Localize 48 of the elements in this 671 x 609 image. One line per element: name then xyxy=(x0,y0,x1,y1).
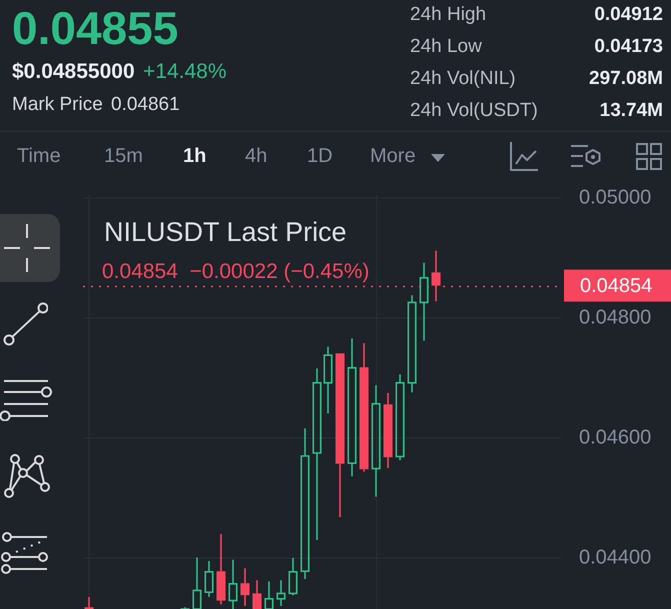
candlestick xyxy=(300,428,310,580)
text: 1h xyxy=(183,145,206,168)
text: 0.04855 xyxy=(12,2,178,55)
candlestick xyxy=(336,353,344,518)
candlestick xyxy=(288,557,298,596)
candlestick xyxy=(84,596,94,609)
candlestick xyxy=(228,559,238,609)
text: 24h Vol(NIL) xyxy=(410,68,516,90)
text: NILUSDT Last Price xyxy=(104,217,347,248)
candlestick xyxy=(312,368,322,541)
candlestick xyxy=(264,580,274,609)
text: +14.48% xyxy=(143,60,226,84)
candlestick xyxy=(348,338,356,478)
text: 0.04912 xyxy=(594,4,663,26)
candlestick xyxy=(192,556,202,609)
candlestick xyxy=(240,567,250,607)
candlestick xyxy=(408,294,416,394)
candlestick xyxy=(396,374,404,461)
text: 24h High xyxy=(410,4,486,26)
text: 1D xyxy=(307,145,333,168)
candlestick xyxy=(204,560,214,598)
text: 24h Low xyxy=(410,36,482,58)
candlestick xyxy=(372,384,380,498)
candlestick xyxy=(432,250,440,302)
text: 24h Vol(USDT) xyxy=(410,100,538,122)
text: Time xyxy=(17,145,61,168)
text: $0.04855000 xyxy=(12,60,135,84)
text: 13.74M xyxy=(600,100,663,122)
text: Mark Price xyxy=(12,94,103,116)
text: 0.04854 −0.00022 (−0.45%) xyxy=(102,260,370,284)
candlestick xyxy=(384,392,392,469)
text: 4h xyxy=(245,145,268,168)
text: 297.08M xyxy=(589,68,663,90)
y-tick-label: 0.04600 xyxy=(579,426,652,449)
text: 0.04861 xyxy=(111,94,180,116)
candlestick xyxy=(324,346,332,414)
y-tick-label: 0.04400 xyxy=(579,546,652,569)
text: More xyxy=(370,145,416,168)
text: 15m xyxy=(104,145,143,168)
candlestick xyxy=(360,342,368,472)
y-tick-label: 0.05000 xyxy=(579,186,652,209)
candlestick xyxy=(252,579,262,609)
candlestick xyxy=(276,579,286,607)
candlestick xyxy=(420,262,428,342)
text: 0.04173 xyxy=(594,36,663,58)
ref-line-label: 0.04854 xyxy=(580,275,652,298)
candlestick xyxy=(216,533,226,605)
y-tick-label: 0.04800 xyxy=(579,306,652,329)
